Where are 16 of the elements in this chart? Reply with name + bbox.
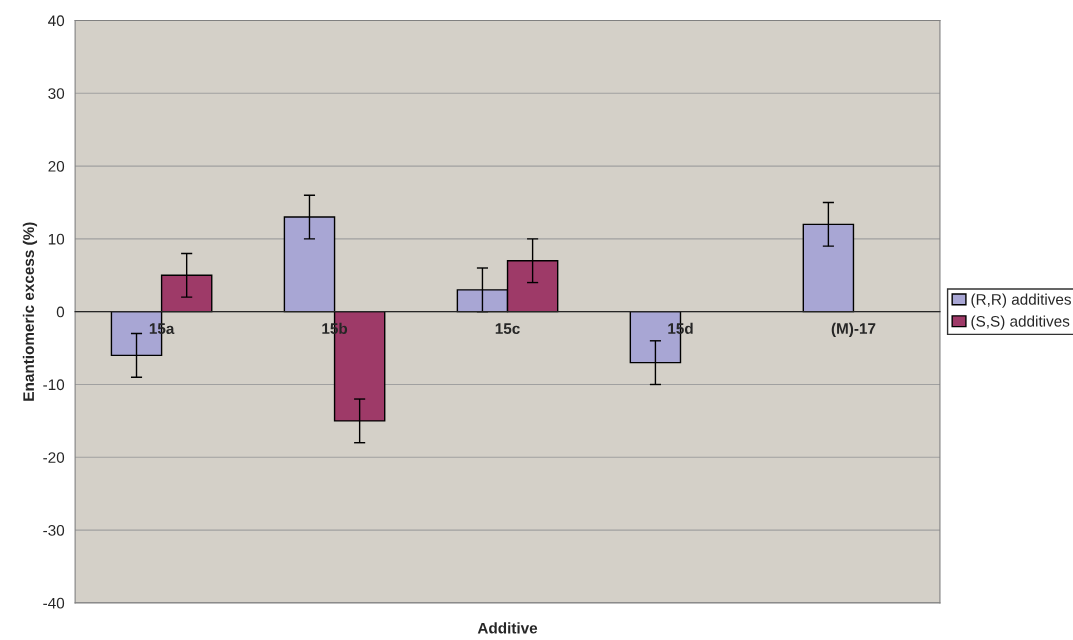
y-tick-label: 30 xyxy=(48,88,65,99)
x-tick-label: 15c xyxy=(495,323,520,335)
x-axis-title: Additive xyxy=(477,622,538,634)
y-tick-label: 0 xyxy=(56,306,65,318)
y-tick-label: -10 xyxy=(43,379,65,391)
y-tick-label: 20 xyxy=(48,160,65,172)
y-axis-title: Enantiomeric excess (%) xyxy=(22,222,38,401)
legend-label: (S,S) additives xyxy=(971,315,1070,330)
x-tick-label: 15b xyxy=(322,322,348,335)
y-tick-label: -30 xyxy=(43,524,65,536)
x-tick-label: (M)-17 xyxy=(831,322,876,338)
y-tick-label: -20 xyxy=(43,452,65,463)
y-tick-label: 40 xyxy=(48,15,65,27)
y-tick-label: 10 xyxy=(48,233,65,245)
y-tick-label: -40 xyxy=(43,597,65,609)
legend-label: (R,R) additives xyxy=(971,293,1071,308)
